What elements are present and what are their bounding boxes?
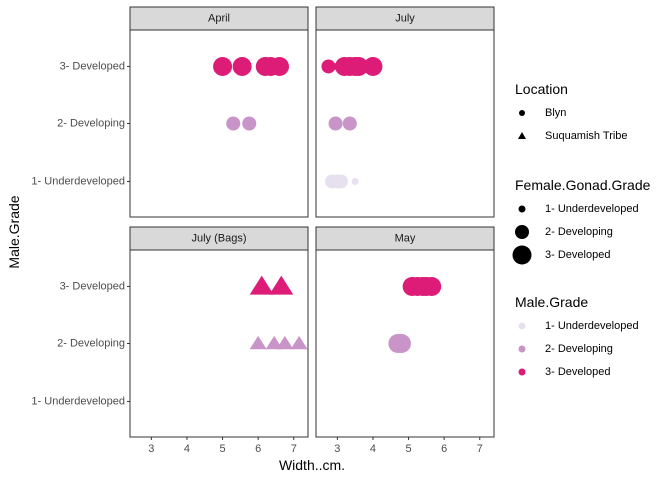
data-point xyxy=(391,334,411,353)
legend-label: Suquamish Tribe xyxy=(545,130,628,142)
x-tick-label: 3 xyxy=(334,443,340,455)
legend-key xyxy=(518,205,526,213)
data-point xyxy=(333,174,348,189)
y-tick-label: 3- Developed xyxy=(60,60,125,72)
x-axis-title: Width..cm. xyxy=(279,457,345,473)
x-tick-label: 7 xyxy=(477,443,483,455)
legend-key xyxy=(518,368,526,376)
legend-key xyxy=(512,245,532,265)
y-tick-label: 1- Underdeveloped xyxy=(31,395,125,407)
data-point xyxy=(290,335,308,350)
data-point xyxy=(249,275,274,295)
legend-label: 3- Developed xyxy=(545,366,610,378)
data-point xyxy=(226,116,241,131)
data-point xyxy=(265,335,283,350)
x-tick-label: 5 xyxy=(405,443,411,455)
legend-label: 2- Developing xyxy=(545,343,613,355)
data-point xyxy=(328,116,343,131)
x-tick-label: 7 xyxy=(291,443,297,455)
data-point xyxy=(349,56,369,76)
y-axis-title: Male.Grade xyxy=(6,195,22,268)
legend-title: Male.Grade xyxy=(515,294,588,310)
y-tick-label: 2- Developing xyxy=(57,118,125,130)
facet-strip-label: May xyxy=(395,233,416,245)
legend-key xyxy=(515,225,529,239)
data-point xyxy=(276,335,294,350)
legend-label: 1- Underdeveloped xyxy=(545,320,639,332)
data-point xyxy=(422,276,442,296)
facet-strip-label: April xyxy=(208,13,230,25)
data-point xyxy=(242,116,257,131)
data-point xyxy=(342,116,357,131)
data-point xyxy=(232,56,252,76)
data-point xyxy=(321,59,336,74)
data-point xyxy=(270,56,290,76)
x-tick-label: 6 xyxy=(255,443,261,455)
data-point xyxy=(363,56,383,76)
legend-label: 3- Developed xyxy=(545,249,610,261)
legend-label: 2- Developing xyxy=(545,226,613,238)
x-tick-label: 4 xyxy=(184,443,190,455)
legend-key xyxy=(519,110,525,116)
y-tick-label: 3- Developed xyxy=(60,280,125,292)
legend-title: Female.Gonad.Grade xyxy=(515,177,651,193)
x-tick-label: 4 xyxy=(370,443,376,455)
y-tick-label: 2- Developing xyxy=(57,338,125,350)
data-point xyxy=(213,56,233,76)
data-point xyxy=(269,275,294,295)
data-point xyxy=(351,177,359,185)
facet-strip-label: July (Bags) xyxy=(191,233,246,245)
legend-key xyxy=(518,345,526,353)
x-tick-label: 5 xyxy=(219,443,225,455)
legend-title: Location xyxy=(515,81,568,97)
facet-strip-label: July xyxy=(395,13,415,25)
legend-key xyxy=(518,132,526,139)
legend-label: 1- Underdeveloped xyxy=(545,203,639,215)
x-tick-label: 3 xyxy=(148,443,154,455)
legend-label: Blyn xyxy=(545,107,566,119)
data-point xyxy=(249,335,267,350)
legend-key xyxy=(518,322,526,330)
x-tick-label: 6 xyxy=(441,443,447,455)
y-tick-label: 1- Underdeveloped xyxy=(31,175,125,187)
